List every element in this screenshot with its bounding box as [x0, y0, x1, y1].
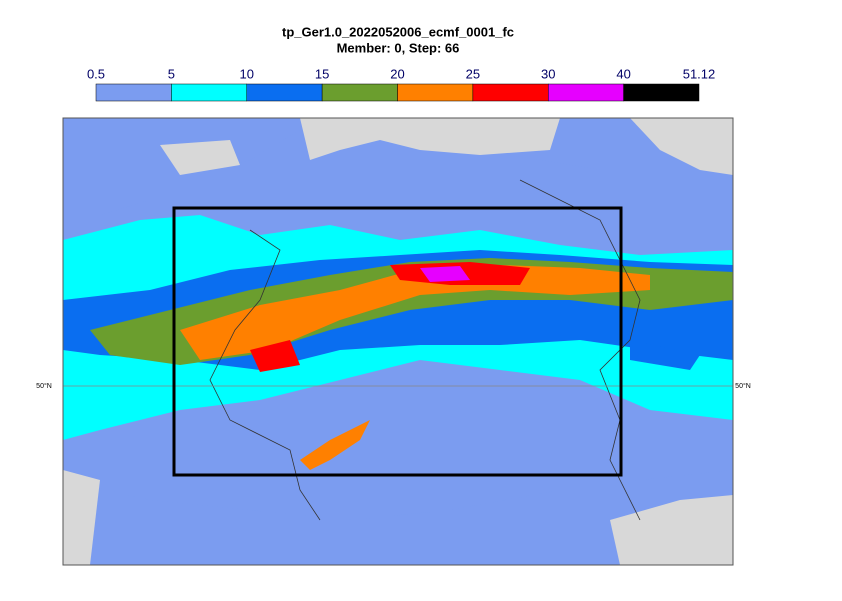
- field-area: [63, 470, 733, 565]
- colorbar-tick-label: 25: [466, 66, 480, 81]
- domain-box: [172, 206, 623, 477]
- colorbar-segment: [171, 83, 247, 102]
- colorbar-tick-label: 10: [240, 66, 254, 81]
- map-field: [63, 118, 733, 565]
- latitude-label: 50°N: [735, 382, 751, 390]
- title: tp_Ger1.0_2022052006_ecmf_0001_fc: [282, 24, 514, 39]
- subtitle: Member: 0, Step: 66: [337, 40, 460, 55]
- colorbar-segment: [246, 83, 323, 102]
- colorbar-segment: [321, 83, 398, 102]
- colorbar-tick-label: 20: [390, 66, 404, 81]
- colorbar-segment: [623, 83, 700, 102]
- dry-area: [160, 140, 240, 175]
- colorbar-tick-label: 40: [616, 66, 630, 81]
- colorbar-tick-label: 5: [168, 66, 175, 81]
- colorbar-tick-label: 51.12: [683, 66, 716, 81]
- dry-area: [610, 495, 733, 565]
- dry-area: [630, 118, 733, 175]
- colorbar-segment: [548, 83, 624, 102]
- colorbar-segment: [95, 83, 172, 102]
- field-area: [250, 340, 300, 372]
- field-area: [420, 266, 470, 282]
- colorbar-tick-label: 15: [315, 66, 329, 81]
- colorbar-segment: [397, 83, 474, 102]
- border: [209, 179, 641, 521]
- field-area: [300, 420, 370, 470]
- latitude-label: 50°N: [36, 382, 52, 390]
- field-area: [630, 340, 700, 370]
- dry-area: [300, 118, 560, 160]
- field-area: [180, 265, 650, 360]
- dry-area: [63, 470, 100, 565]
- map-frame: [62, 117, 734, 566]
- colorbar-tick-label: 0.5: [87, 66, 105, 81]
- colorbar: 0.5 5 10 15 20 25 30 40 51.12: [87, 66, 716, 102]
- colorbar-segment: [472, 83, 549, 102]
- colorbar-tick-label: 30: [541, 66, 555, 81]
